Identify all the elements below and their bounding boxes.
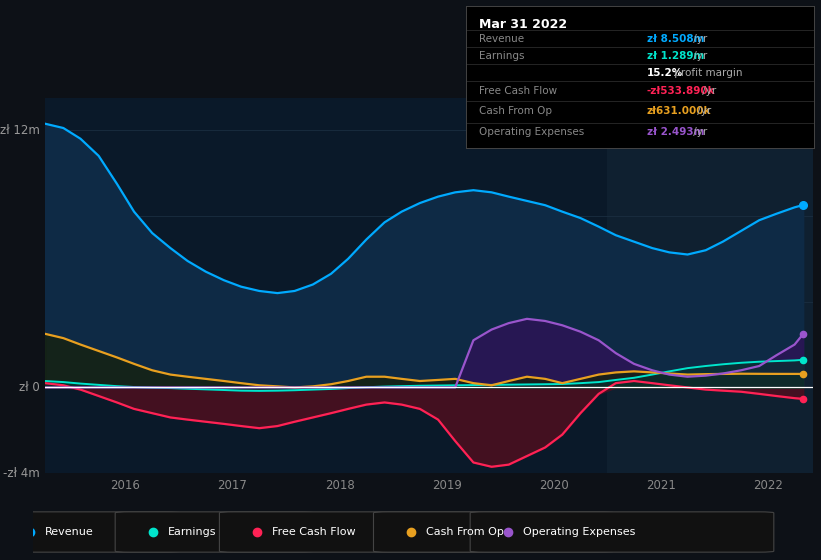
- Text: Cash From Op: Cash From Op: [426, 527, 504, 537]
- Text: Earnings: Earnings: [168, 527, 217, 537]
- Text: zł 2.493m: zł 2.493m: [647, 127, 704, 137]
- Text: Cash From Op: Cash From Op: [479, 106, 553, 115]
- Text: /yr: /yr: [699, 86, 716, 96]
- Text: zł 12m: zł 12m: [0, 124, 39, 137]
- Text: Operating Expenses: Operating Expenses: [479, 127, 585, 137]
- Text: -zł533.890k: -zł533.890k: [647, 86, 716, 96]
- Text: Operating Expenses: Operating Expenses: [523, 527, 635, 537]
- Text: Free Cash Flow: Free Cash Flow: [273, 527, 355, 537]
- Text: zł 0: zł 0: [19, 381, 39, 394]
- Text: /yr: /yr: [690, 127, 707, 137]
- Text: /yr: /yr: [690, 34, 707, 44]
- FancyBboxPatch shape: [374, 512, 613, 552]
- Text: zł 8.508m: zł 8.508m: [647, 34, 704, 44]
- Text: /yr: /yr: [690, 52, 707, 61]
- Text: zł631.000k: zł631.000k: [647, 106, 712, 115]
- Text: zł 1.289m: zł 1.289m: [647, 52, 704, 61]
- FancyBboxPatch shape: [115, 512, 313, 552]
- Text: -zł 4m: -zł 4m: [3, 466, 39, 480]
- FancyBboxPatch shape: [219, 512, 481, 552]
- Text: Mar 31 2022: Mar 31 2022: [479, 18, 567, 31]
- Bar: [608, 98, 813, 473]
- Text: Revenue: Revenue: [479, 34, 525, 44]
- FancyBboxPatch shape: [470, 512, 774, 552]
- Text: 15.2%: 15.2%: [647, 68, 683, 78]
- Text: Revenue: Revenue: [45, 527, 94, 537]
- Text: profit margin: profit margin: [672, 68, 743, 78]
- Text: Earnings: Earnings: [479, 52, 525, 61]
- FancyBboxPatch shape: [0, 512, 179, 552]
- Text: /yr: /yr: [694, 106, 711, 115]
- Text: Free Cash Flow: Free Cash Flow: [479, 86, 557, 96]
